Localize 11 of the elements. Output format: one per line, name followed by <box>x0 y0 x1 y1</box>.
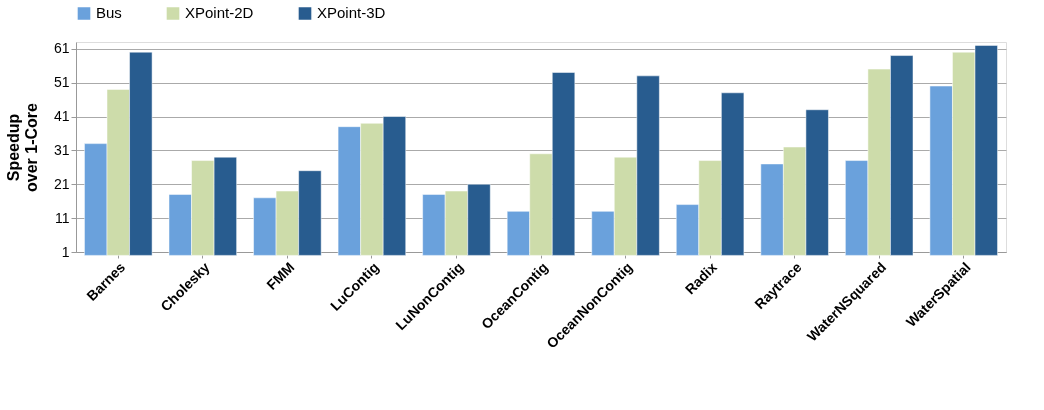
legend-label: XPoint-2D <box>185 4 254 22</box>
y-axis-title: Speedup over 1-Core <box>4 102 40 192</box>
y-tick-label: 21 <box>53 175 70 192</box>
y-tick-label: 61 <box>53 40 70 57</box>
legend-label: XPoint-3D <box>317 4 386 22</box>
legend-label: Bus <box>96 4 122 22</box>
y-tick-label: 1 <box>61 243 70 260</box>
y-tick-label: 11 <box>54 209 70 226</box>
y-tick-label: 31 <box>53 141 70 158</box>
y-tick-label: 51 <box>53 74 70 91</box>
y-tick-label: 41 <box>53 108 70 125</box>
